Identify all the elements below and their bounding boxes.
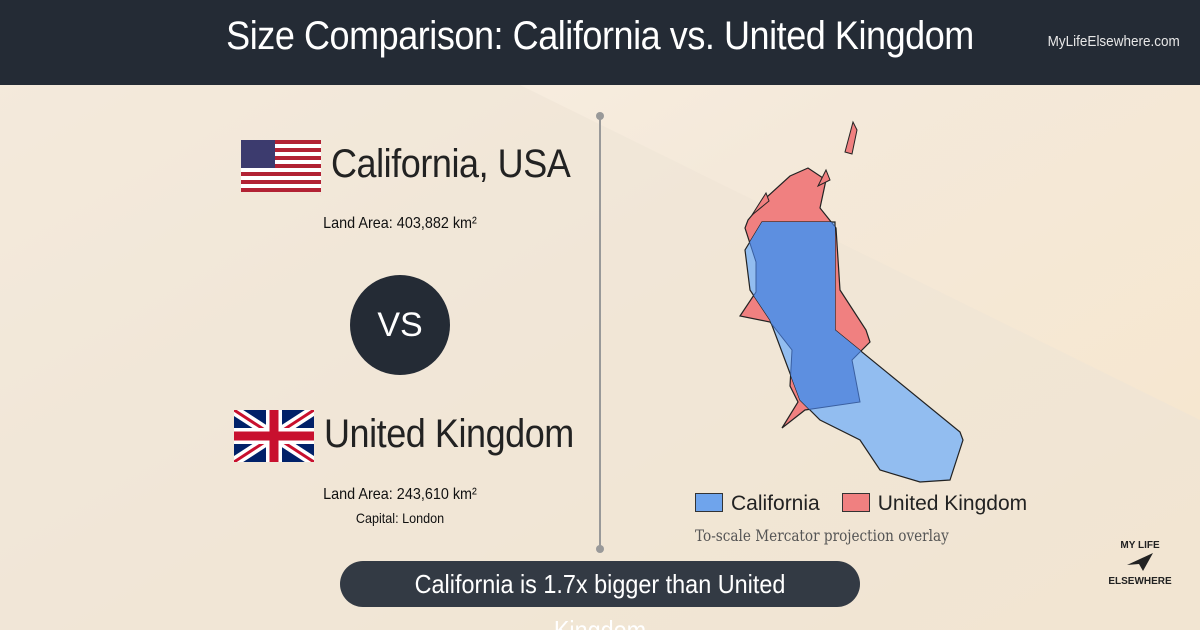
- country-name: United Kingdom: [324, 412, 574, 456]
- divider: [599, 115, 601, 550]
- land-area: Land Area: 243,610 km²: [220, 486, 580, 504]
- value: 243,610 km²: [396, 486, 477, 503]
- value: London: [402, 510, 445, 526]
- land-area: Land Area: 403,882 km²: [220, 215, 580, 233]
- legend-item: California: [695, 492, 820, 516]
- swatch: [695, 493, 723, 512]
- us-flag: [241, 140, 321, 192]
- logo-line: MY LIFE: [1120, 540, 1160, 551]
- legend: California United Kingdom: [695, 492, 1027, 516]
- map-note: To-scale Mercator projection overlay: [695, 526, 949, 545]
- label: Land Area:: [323, 486, 393, 503]
- legend-label: United Kingdom: [877, 492, 1028, 515]
- legend-item: United Kingdom: [841, 492, 1028, 516]
- divider-dot: [596, 112, 604, 120]
- header: Size Comparison: California vs. United K…: [0, 0, 1200, 85]
- logo-line: ELSEWHERE: [1108, 576, 1172, 587]
- vs-badge: VS: [350, 275, 450, 375]
- label: Land Area:: [323, 215, 393, 232]
- value: 403,882 km²: [396, 215, 477, 232]
- capital: Capital: London: [220, 510, 580, 526]
- logo-plane: [1127, 553, 1153, 571]
- uk-flag: [234, 410, 314, 462]
- title: Size Comparison: California vs. United K…: [226, 14, 974, 58]
- swatch: [841, 493, 870, 512]
- legend-label: California: [731, 492, 820, 515]
- logo[interactable]: MY LIFE ELSEWHERE: [1100, 540, 1180, 600]
- divider-dot: [596, 545, 604, 553]
- site-name[interactable]: MyLifeElsewhere.com: [1047, 33, 1180, 50]
- country-name: California, USA: [331, 142, 571, 186]
- comparison-text: California is 1.7x bigger than United Ki…: [414, 569, 786, 630]
- label: Capital:: [355, 510, 399, 526]
- comparison-banner: California is 1.7x bigger than United Ki…: [340, 561, 860, 630]
